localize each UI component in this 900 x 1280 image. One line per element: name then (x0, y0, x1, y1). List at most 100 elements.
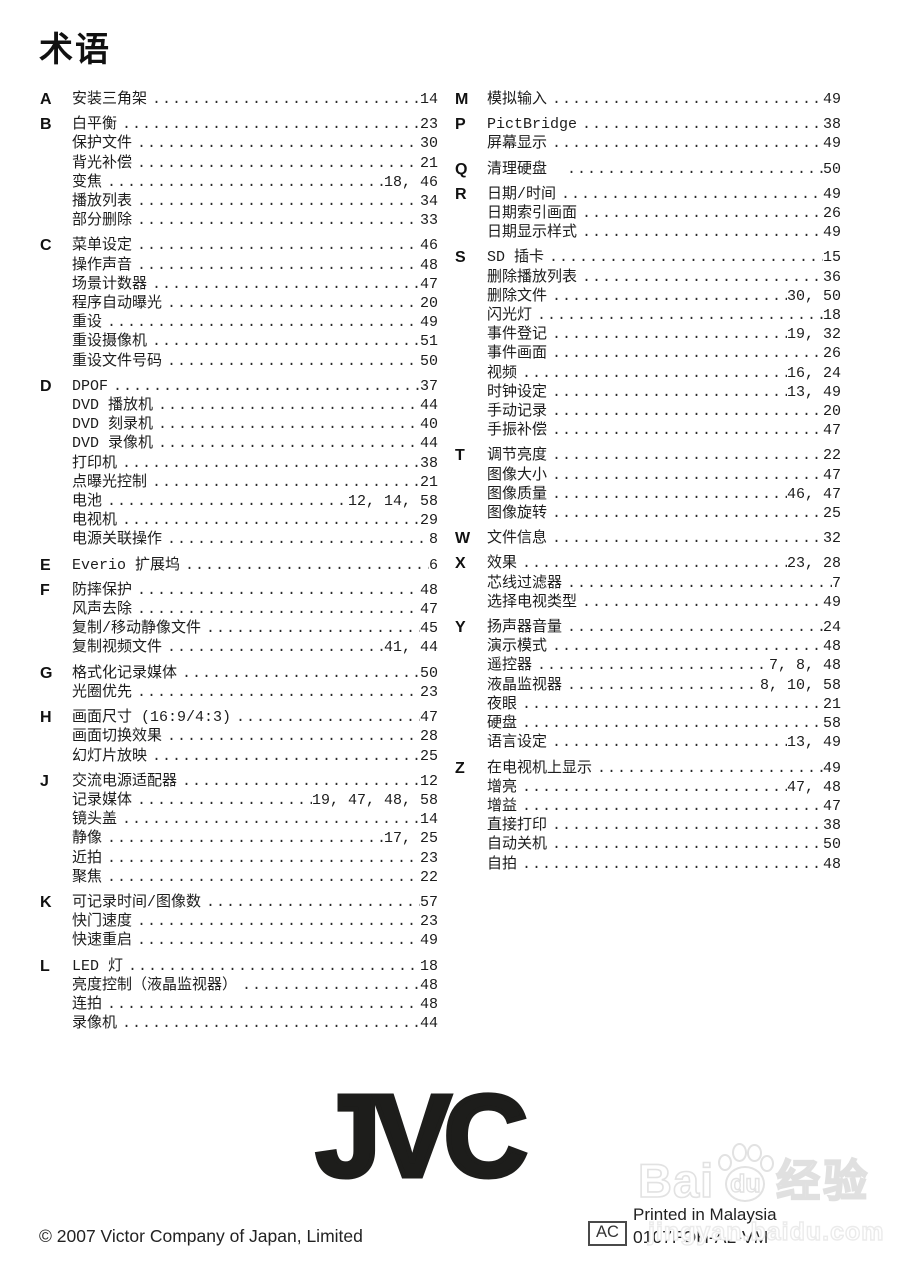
dot-leader (117, 1014, 420, 1033)
section-letter: L (40, 957, 50, 975)
entry-label: 手振补偿 (487, 422, 548, 440)
index-entry: 播放列表 34 (72, 192, 438, 211)
entry-label: 可记录时间/图像数 (72, 893, 202, 911)
entry-label: 日期/时间 (487, 185, 557, 203)
entry-label: 选择电视类型 (487, 593, 578, 611)
dot-leader (117, 115, 420, 134)
dot-leader (102, 868, 420, 887)
entry-page: 14 (419, 811, 438, 829)
index-entry: 画面切换效果 28 (72, 727, 438, 746)
entry-page: 23, 28 (786, 555, 841, 573)
section-letter: G (40, 664, 53, 682)
entry-label: 近拍 (72, 849, 103, 867)
entry-page: 34 (419, 193, 438, 211)
entry-page: 47, 48 (786, 778, 841, 796)
dot-leader (547, 344, 823, 363)
dot-leader (577, 223, 823, 242)
entry-page: 14 (419, 91, 438, 108)
index-entry: DVD 刻录机 40 (72, 415, 438, 434)
entry-label: 程序自动曝光 (72, 295, 163, 313)
entry-label: 图像大小 (487, 466, 548, 484)
index-entry: 视频 16, 24 (487, 364, 841, 383)
dot-leader (147, 90, 420, 109)
section-entries: DPOF 37 DVD 播放机 44 DVD 刻录机 40 DVD 录像机 44… (72, 377, 438, 550)
entry-label: 遥控器 (487, 657, 533, 675)
entry-label: 交流电源适配器 (72, 772, 178, 790)
dot-leader (517, 364, 787, 383)
dot-leader (562, 618, 823, 637)
dot-leader (117, 511, 420, 530)
entry-label: DVD 刻录机 (72, 416, 154, 434)
index-section: X 效果 23, 28 芯线过滤器 7 选择电视类型 49 (455, 554, 841, 612)
section-letter: J (40, 772, 49, 790)
index-entry: 电视机 29 (72, 511, 438, 530)
index-entry: 格式化记录媒体 50 (72, 664, 438, 683)
ac-badge: AC (588, 1221, 627, 1246)
entry-page: 25 (822, 505, 841, 523)
baidu-watermark-bai: Bai (637, 1154, 715, 1207)
index-section: R 日期/时间 49 日期索引画面 26 日期显示样式 49 (455, 185, 841, 243)
index-entry: 调节亮度 22 (487, 446, 841, 465)
entry-label: 自动关机 (487, 836, 548, 854)
index-entry: 重设文件号码 50 (72, 352, 438, 371)
index-entry: 可记录时间/图像数 57 (72, 893, 438, 912)
index-entry: 电源关联操作 8 (72, 530, 438, 549)
entry-label: 日期显示样式 (487, 224, 578, 242)
entry-page: 20 (822, 403, 841, 421)
index-entry: 打印机 38 (72, 454, 438, 473)
baidu-watermark-jingyan: 经验 (775, 1157, 871, 1206)
entry-label: 清理硬盘 (487, 160, 563, 178)
index-entry: 重设摄像机 51 (72, 332, 438, 351)
section-letter: Z (455, 759, 465, 777)
entry-label: 画面尺寸 (16:9/4:3) (72, 709, 232, 727)
entry-page: 21 (419, 473, 438, 491)
entry-label: 记录媒体 (72, 791, 133, 809)
index-entry: PictBridge 38 (487, 115, 841, 134)
dot-leader (132, 600, 420, 619)
index-section: M 模拟输入 49 (455, 90, 841, 109)
index-entry: 自动关机 50 (487, 835, 841, 854)
entry-page: 47 (822, 797, 841, 815)
entry-page: 32 (822, 530, 841, 548)
dot-leader (102, 313, 420, 332)
index-entry: 增益 47 (487, 797, 841, 816)
entry-page: 30 (419, 135, 438, 153)
dot-leader (162, 294, 420, 313)
entry-label: 防摔保护 (72, 581, 133, 599)
index-entry: 亮度控制（液晶监视器） 48 (72, 976, 438, 995)
entry-label: 菜单设定 (72, 237, 133, 255)
dot-leader (162, 638, 384, 657)
baidu-paw-icon: du (716, 1142, 775, 1204)
baidu-watermark-url: jingyan.baidu.com (647, 1217, 885, 1246)
entry-label: 快门速度 (72, 913, 133, 931)
printed-in-text: Printed in Malaysia (633, 1205, 777, 1224)
section-letter: P (455, 116, 466, 134)
entry-page: 44 (419, 397, 438, 415)
entry-label: 重设文件号码 (72, 352, 163, 370)
section-letter: Y (455, 619, 466, 637)
index-section: A 安装三角架 14 (40, 90, 438, 109)
section-entries: 安装三角架 14 (72, 90, 438, 109)
section-entries: 在电视机上显示 49 增亮 47, 48 增益 47 直接打印 38 自动关机 … (487, 759, 841, 874)
index-entry: 变焦 18, 46 (72, 173, 438, 192)
index-entry: 图像大小 47 (487, 466, 841, 485)
entry-page: 38 (822, 116, 841, 134)
entry-page: 8 (428, 531, 438, 549)
index-entry: 清理硬盘 50 (487, 160, 841, 179)
entry-label: 电池 (72, 493, 103, 511)
dot-leader (132, 683, 420, 702)
section-letter: R (455, 185, 467, 203)
section-entries: 防摔保护 48 风声去除 47 复制/移动静像文件 45 复制视频文件 41, … (72, 581, 438, 658)
dot-leader (201, 893, 420, 912)
index-section: B 白平衡 23 保护文件 30 背光补偿 21 变焦 18, 46 播放列表 … (40, 115, 438, 230)
index-entry: 交流电源适配器 12 (72, 772, 438, 791)
section-letter: H (40, 709, 52, 727)
entry-page: 41, 44 (383, 639, 438, 657)
dot-leader (117, 454, 420, 473)
section-entries: 模拟输入 49 (487, 90, 841, 109)
section-letter: C (40, 237, 52, 255)
index-entry: 液晶监视器 8, 10, 58 (487, 676, 841, 695)
jvc-logo: JVC (314, 1071, 531, 1201)
entry-page: 50 (419, 352, 438, 370)
section-entries: LED 灯 18 亮度控制（液晶监视器） 48 连拍 48 录像机 44 (72, 957, 438, 1034)
